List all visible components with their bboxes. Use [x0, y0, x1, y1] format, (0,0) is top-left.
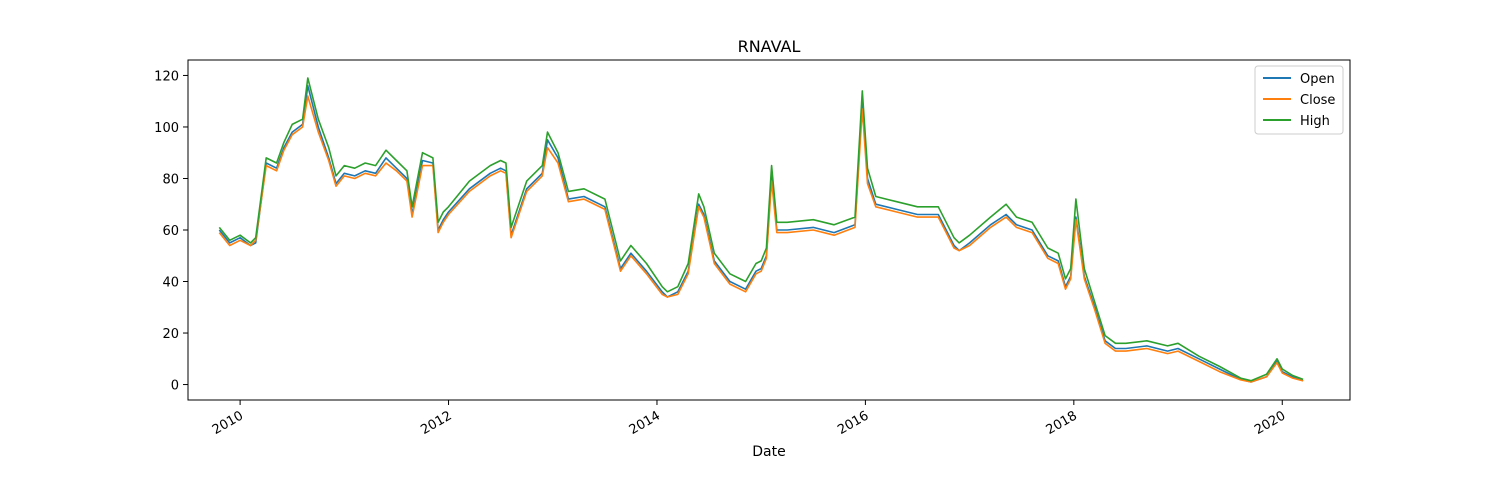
legend: Open Close High [1254, 65, 1344, 135]
series-line-high [218, 77, 1304, 382]
series-lines [218, 77, 1304, 383]
y-tick-label: 120 [154, 69, 179, 84]
legend-label-close: Close [1300, 93, 1335, 108]
y-tick-label: 0 [171, 379, 179, 394]
x-axis-label: Date [752, 444, 785, 460]
y-tick-label: 60 [162, 224, 179, 239]
y-tick-label: 80 [162, 172, 179, 187]
legend-box [1254, 65, 1344, 135]
legend-label-open: Open [1300, 72, 1335, 87]
y-tick-label: 40 [162, 276, 179, 291]
legend-label-high: High [1300, 114, 1330, 129]
series-line-close [218, 95, 1304, 383]
y-axis-ticks: 0 20 40 60 80 100 120 [154, 69, 188, 394]
chart-title: RNAVAL [738, 37, 801, 56]
y-tick-label: 100 [154, 121, 179, 136]
y-tick-label: 20 [162, 327, 179, 342]
